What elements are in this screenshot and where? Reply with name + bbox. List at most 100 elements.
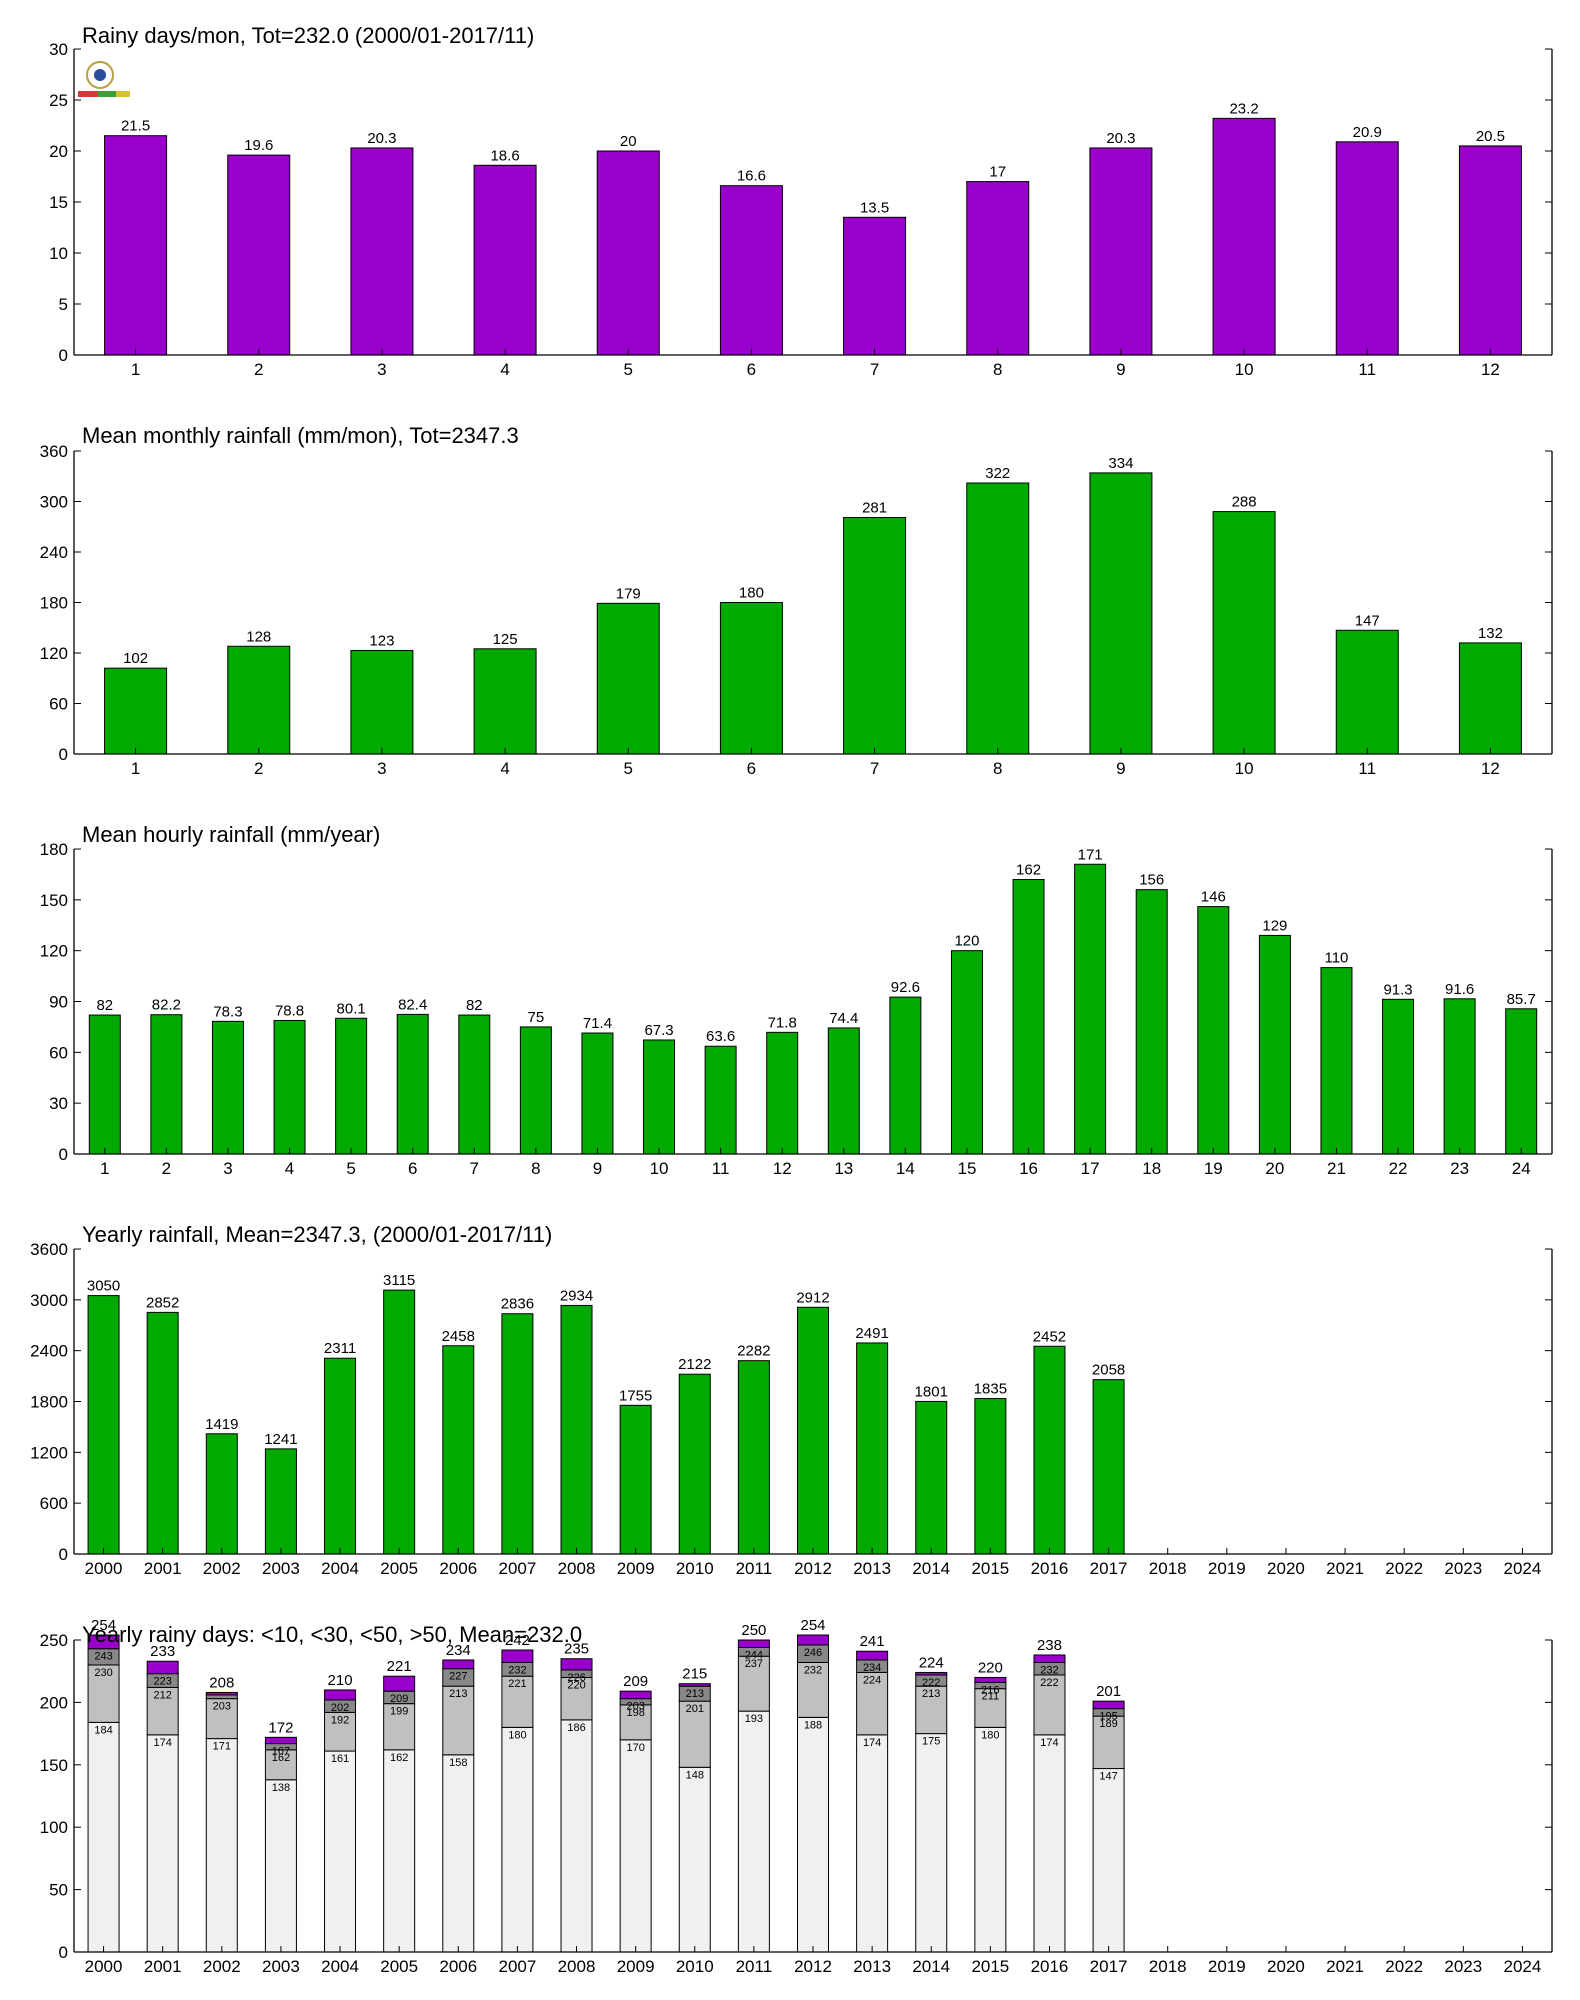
bar-segment [619,1739,652,1953]
segment-label: 209 [390,1693,408,1705]
bar-value-label: 20.9 [1353,124,1382,141]
bar-segment [205,1738,238,1953]
x-tick-label: 2009 [617,1559,655,1578]
y-tick-label: 100 [40,1818,68,1837]
x-tick-label: 13 [834,1159,853,1178]
bar [797,1306,829,1555]
bar [350,147,414,356]
bar-total-label: 250 [741,1622,766,1639]
bar-value-label: 20 [620,133,637,150]
y-tick-label: 200 [40,1693,68,1712]
bar-value-label: 180 [739,585,764,602]
bar-value-label: 2912 [796,1289,829,1306]
y-tick-label: 30 [49,40,68,59]
bar [704,1045,737,1155]
segment-label: 193 [745,1713,763,1725]
bar [1135,889,1168,1155]
bar [596,150,660,356]
bar [324,1357,357,1555]
x-tick-label: 23 [1450,1159,1469,1178]
x-tick-label: 10 [650,1159,669,1178]
bar-segment [974,1676,1007,1683]
bar-value-label: 71.4 [583,1015,612,1032]
x-tick-label: 2021 [1326,1559,1364,1578]
segment-label: 223 [154,1676,172,1688]
bar-segment [87,1721,120,1953]
bar-value-label: 2836 [501,1296,534,1313]
bar [1458,642,1522,755]
x-tick-label: 2006 [439,1559,477,1578]
bar-total-label: 221 [387,1658,412,1675]
x-tick-label: 2001 [144,1559,182,1578]
bar-value-label: 21.5 [121,118,150,135]
bar-segment [737,1655,770,1712]
y-tick-label: 30 [49,1094,68,1113]
x-tick-label: 2007 [498,1957,536,1976]
x-tick-label: 12 [1481,360,1500,379]
bar-segment [87,1634,120,1650]
segment-label: 227 [449,1671,467,1683]
x-tick-label: 2012 [794,1559,832,1578]
segment-label: 211 [982,1691,1000,1703]
bar-value-label: 162 [1016,862,1041,879]
bar-segment [1033,1734,1066,1953]
bar-value-label: 2852 [146,1294,179,1311]
x-tick-label: 19 [1204,1159,1223,1178]
x-tick-label: 7 [870,360,879,379]
bar-value-label: 2491 [855,1325,888,1342]
segment-label: 216 [981,1684,999,1696]
bar-segment [619,1690,652,1700]
logo-emblem-center [94,69,106,81]
x-tick-label: 8 [993,759,1002,778]
x-tick-label: 2002 [203,1957,241,1976]
bar-total-label: 238 [1037,1637,1062,1654]
x-tick-label: 9 [1116,360,1125,379]
bar [843,216,907,356]
bar-segment [383,1703,416,1751]
bar [227,645,291,755]
bar [915,1400,948,1555]
bar-value-label: 1755 [619,1387,652,1404]
bar-segment [797,1716,829,1953]
bar [950,950,983,1155]
bar [1089,147,1153,356]
y-tick-label: 2400 [30,1342,68,1361]
segment-label: 224 [863,1674,881,1686]
x-tick-label: 2013 [853,1957,891,1976]
x-tick-label: 1 [100,1159,109,1178]
segment-label: 167 [272,1746,290,1758]
x-tick-label: 2020 [1267,1957,1305,1976]
y-tick-label: 120 [40,644,68,663]
x-tick-label: 2015 [971,1957,1009,1976]
x-tick-label: 11 [1358,360,1376,379]
bar-total-label: 201 [1096,1683,1121,1700]
x-tick-label: 2015 [971,1559,1009,1578]
bar-segment [915,1671,948,1676]
y-tick-label: 250 [40,1631,68,1650]
bar-segment [442,1659,475,1670]
bar [596,602,660,755]
bar-total-label: 241 [860,1633,885,1650]
x-tick-label: 2 [254,360,263,379]
bar-value-label: 281 [862,499,887,516]
bar-value-label: 17 [989,164,1006,181]
x-tick-label: 15 [957,1159,976,1178]
bar [1258,934,1291,1155]
bar-value-label: 20.3 [1106,130,1135,147]
segment-label: 138 [272,1782,290,1794]
bar-segment [560,1719,593,1953]
bar-value-label: 85.7 [1507,991,1536,1008]
y-tick-label: 0 [59,1545,68,1564]
y-tick-label: 15 [49,193,68,212]
bar-value-label: 13.5 [860,199,889,216]
bar-value-label: 2058 [1092,1362,1125,1379]
bar [146,1311,179,1555]
x-tick-label: 24 [1512,1159,1531,1178]
bar-value-label: 20.5 [1476,128,1505,145]
bar-value-label: 2458 [442,1328,475,1345]
bar-value-label: 2452 [1033,1328,1066,1345]
bar [1335,629,1399,755]
logo-mark-green [98,91,116,97]
